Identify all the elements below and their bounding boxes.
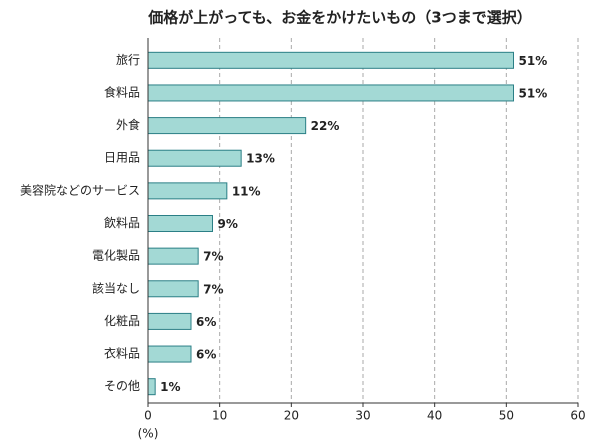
y-tick-label: 食料品: [104, 84, 140, 99]
value-label: 9%: [218, 217, 238, 231]
bar: [147, 312, 192, 330]
chart-title: 価格が上がっても、お金をかけたいもの（3つまで選択）: [147, 9, 532, 27]
value-label: 22%: [311, 119, 340, 133]
y-tick-label: 美容院などのサービス: [20, 182, 140, 197]
y-tick-label: 旅行: [116, 53, 140, 67]
value-label: 6%: [196, 348, 216, 362]
x-tick-label: 0: [144, 409, 152, 423]
value-label: 1%: [160, 380, 180, 394]
y-tick-label: 該当なし: [92, 280, 140, 295]
y-tick-label: 飲料品: [104, 215, 140, 230]
y-tick-label: その他: [104, 379, 140, 393]
bar: [147, 117, 307, 135]
y-tick-label: 化粧品: [104, 314, 140, 328]
bar: [147, 215, 213, 232]
x-axis-label: (%): [138, 427, 159, 441]
bar: [147, 51, 514, 69]
y-tick-label: 外食: [116, 117, 140, 132]
x-tick-label: 20: [284, 409, 299, 423]
value-label: 7%: [203, 250, 223, 264]
value-label: 6%: [196, 315, 216, 329]
x-tick-label: 60: [570, 409, 585, 423]
y-tick-label: 衣料品: [104, 346, 140, 361]
bar: [147, 182, 228, 200]
value-label: 51%: [519, 54, 548, 68]
bar: [147, 378, 156, 396]
bar: [147, 149, 242, 167]
x-tick-label: 10: [212, 409, 227, 423]
y-tick-label: 電化製品: [92, 249, 140, 263]
value-label: 11%: [232, 184, 261, 198]
bar: [147, 280, 199, 298]
x-tick-label: 40: [427, 409, 442, 423]
x-tick-label: 50: [499, 409, 514, 423]
bar: [147, 247, 199, 265]
value-label: 7%: [203, 282, 223, 296]
y-tick-label: 日用品: [104, 151, 140, 165]
x-tick-label: 30: [355, 409, 370, 423]
value-label: 51%: [519, 86, 548, 100]
value-label: 13%: [246, 152, 275, 166]
bar: [147, 345, 192, 363]
bar: [147, 84, 514, 102]
